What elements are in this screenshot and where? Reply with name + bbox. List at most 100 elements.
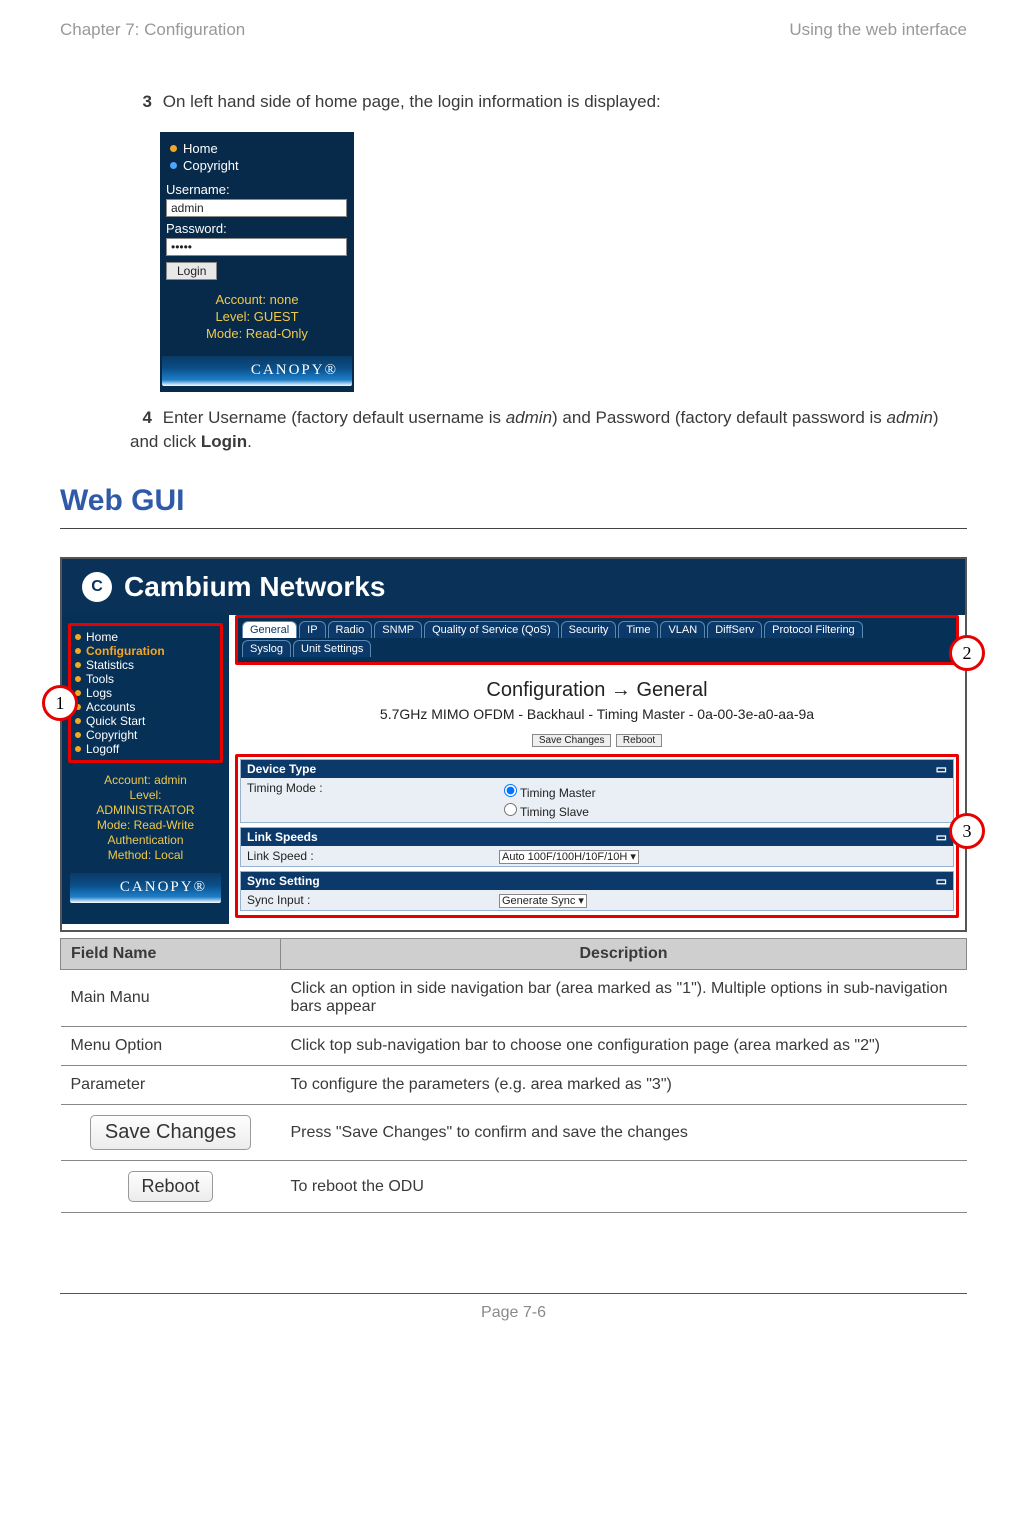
- section-rule: [60, 528, 967, 529]
- tab-vlan[interactable]: VLAN: [660, 621, 705, 638]
- mini-reboot-button[interactable]: Reboot: [616, 734, 662, 747]
- sidebar-item-configuration[interactable]: Configuration: [75, 644, 216, 658]
- username-field[interactable]: admin: [166, 199, 347, 217]
- tab-protocol-filtering[interactable]: Protocol Filtering: [764, 621, 863, 638]
- page-number: Page 7-6: [481, 1304, 546, 1321]
- sidebar-item-logs[interactable]: Logs: [75, 686, 216, 700]
- canopy-logo-text: CANOPY®: [251, 362, 338, 379]
- tab-general[interactable]: General: [242, 621, 297, 638]
- step-3-text: On left hand side of home page, the logi…: [163, 92, 661, 111]
- bullet-icon: [75, 676, 81, 682]
- field-description-table: Field Name Description Main Manu Click a…: [60, 938, 967, 1213]
- step-4-text: Enter Username (factory default username…: [130, 408, 939, 451]
- login-menu-home[interactable]: Home: [170, 140, 344, 157]
- account-info: Account: admin: [68, 773, 223, 788]
- row-save-changes-desc: Press "Save Changes" to confirm and save…: [281, 1105, 967, 1161]
- tab-unit-settings[interactable]: Unit Settings: [293, 640, 371, 657]
- web-gui-figure: C Cambium Networks Home Configuration St…: [60, 557, 967, 932]
- footer-rule: [60, 1293, 967, 1294]
- callout-2-box: General IP Radio SNMP Quality of Service…: [235, 615, 959, 665]
- sidebar-item-quick-start[interactable]: Quick Start: [75, 714, 216, 728]
- sidebar-item-tools[interactable]: Tools: [75, 672, 216, 686]
- sync-input-label: Sync Input :: [241, 890, 493, 910]
- step-3-num: 3: [130, 90, 152, 114]
- reboot-button[interactable]: Reboot: [128, 1171, 212, 1202]
- collapse-icon[interactable]: ▭: [936, 874, 947, 888]
- sidebar-item-accounts[interactable]: Accounts: [75, 700, 216, 714]
- tab-radio[interactable]: Radio: [328, 621, 373, 638]
- timing-slave-label: Timing Slave: [520, 805, 589, 819]
- page-header-left: Chapter 7: Configuration: [60, 20, 245, 40]
- bullet-icon: [75, 746, 81, 752]
- login-menu-copyright[interactable]: Copyright: [170, 157, 344, 174]
- callout-3: 3: [949, 813, 985, 849]
- timing-master-label: Timing Master: [520, 786, 596, 800]
- canopy-logo-text: CANOPY®: [120, 879, 207, 896]
- bullet-icon: [75, 732, 81, 738]
- brand-logo-icon: C: [82, 572, 112, 602]
- login-menu-home-label: Home: [183, 141, 218, 156]
- password-field[interactable]: •••••: [166, 238, 347, 256]
- panel-header-link-speeds: Link Speeds: [247, 830, 318, 844]
- collapse-icon[interactable]: ▭: [936, 762, 947, 776]
- account-info: Authentication: [68, 833, 223, 848]
- save-changes-button[interactable]: Save Changes: [90, 1115, 251, 1150]
- username-label: Username:: [162, 182, 352, 197]
- account-line: Mode: Read-Only: [162, 326, 352, 343]
- callout-1-box: Home Configuration Statistics Tools Logs…: [68, 623, 223, 763]
- step-4: 4 Enter Username (factory default userna…: [130, 406, 967, 454]
- tab-syslog[interactable]: Syslog: [242, 640, 291, 657]
- link-speed-label: Link Speed :: [241, 846, 493, 866]
- row-main-menu-field: Main Manu: [61, 970, 281, 1027]
- tab-ip[interactable]: IP: [299, 621, 325, 638]
- bullet-icon: [170, 162, 177, 169]
- sidebar-item-logoff[interactable]: Logoff: [75, 742, 216, 756]
- login-menu-copyright-label: Copyright: [183, 158, 239, 173]
- bullet-icon: [75, 648, 81, 654]
- panel-header-sync-setting: Sync Setting: [247, 874, 320, 888]
- tab-snmp[interactable]: SNMP: [374, 621, 422, 638]
- row-parameter-field: Parameter: [61, 1066, 281, 1105]
- row-main-menu-desc: Click an option in side navigation bar (…: [281, 970, 967, 1027]
- section-title-web-gui: Web GUI: [60, 484, 967, 518]
- th-field-name: Field Name: [61, 939, 281, 970]
- sidebar-item-statistics[interactable]: Statistics: [75, 658, 216, 672]
- timing-slave-radio[interactable]: [504, 803, 517, 816]
- sidebar-item-copyright[interactable]: Copyright: [75, 728, 216, 742]
- tab-diffserv[interactable]: DiffServ: [707, 621, 762, 638]
- config-title: Configuration → General: [235, 679, 959, 702]
- brand-text: Cambium Networks: [124, 571, 385, 603]
- timing-master-radio[interactable]: [504, 784, 517, 797]
- callout-2: 2: [949, 635, 985, 671]
- tab-security[interactable]: Security: [561, 621, 617, 638]
- row-menu-option-field: Menu Option: [61, 1027, 281, 1066]
- row-menu-option-desc: Click top sub-navigation bar to choose o…: [281, 1027, 967, 1066]
- sync-input-select[interactable]: Generate Sync ▾: [499, 894, 587, 908]
- panel-header-device-type: Device Type: [247, 762, 316, 776]
- account-info: Mode: Read-Write: [68, 818, 223, 833]
- account-line: Account: none: [162, 292, 352, 309]
- timing-mode-label: Timing Mode :: [241, 778, 493, 822]
- tab-time[interactable]: Time: [618, 621, 658, 638]
- canopy-logo: CANOPY®: [70, 873, 221, 903]
- collapse-icon[interactable]: ▭: [936, 830, 947, 844]
- page-header-right: Using the web interface: [789, 20, 967, 40]
- config-subtitle: 5.7GHz MIMO OFDM - Backhaul - Timing Mas…: [235, 706, 959, 722]
- account-info: Level:: [68, 788, 223, 803]
- bullet-icon: [75, 662, 81, 668]
- login-button[interactable]: Login: [166, 262, 217, 280]
- account-info: ADMINISTRATOR: [68, 803, 223, 818]
- sidebar-item-home[interactable]: Home: [75, 630, 216, 644]
- password-label: Password:: [162, 221, 352, 236]
- step-4-num: 4: [130, 406, 152, 430]
- row-parameter-desc: To configure the parameters (e.g. area m…: [281, 1066, 967, 1105]
- callout-1: 1: [42, 685, 78, 721]
- row-reboot-desc: To reboot the ODU: [281, 1161, 967, 1213]
- bullet-icon: [170, 145, 177, 152]
- link-speed-select[interactable]: Auto 100F/100H/10F/10H ▾: [499, 850, 639, 864]
- bullet-icon: [75, 718, 81, 724]
- callout-3-box: Device Type ▭ Timing Mode : Timing Master…: [235, 754, 959, 918]
- mini-save-button[interactable]: Save Changes: [532, 734, 612, 747]
- account-line: Level: GUEST: [162, 309, 352, 326]
- tab-qos[interactable]: Quality of Service (QoS): [424, 621, 559, 638]
